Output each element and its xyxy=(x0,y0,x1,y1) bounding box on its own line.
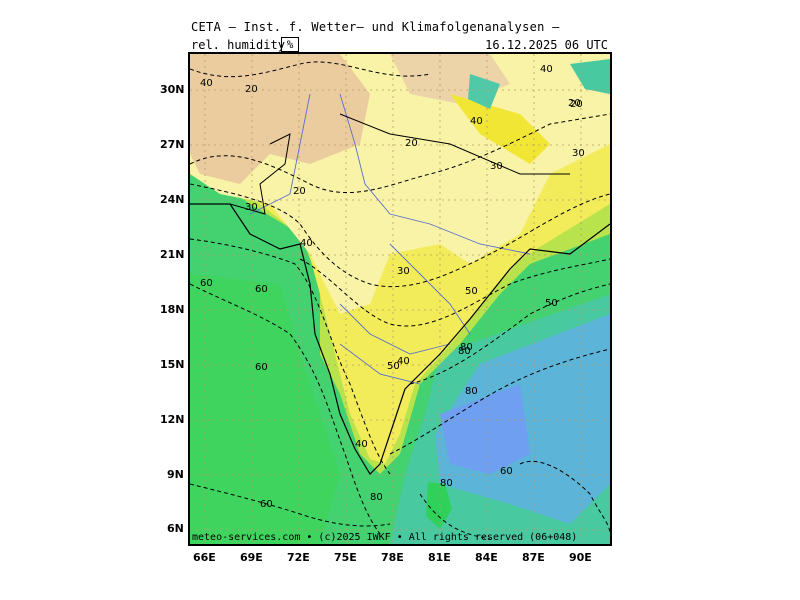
contour-label: 30 xyxy=(245,202,258,213)
sri-lanka xyxy=(426,482,452,529)
lon-label: 72E xyxy=(287,551,310,564)
contour-label: 30 xyxy=(572,148,585,159)
lat-label: 27N xyxy=(160,138,185,151)
footer-credit: meteo-services.com • (c)2025 IWKF • All … xyxy=(192,532,578,543)
unit-label: % xyxy=(281,37,299,52)
contour-label: 40 xyxy=(200,78,213,89)
lat-label: 15N xyxy=(160,358,185,371)
contour-label: 60 xyxy=(255,362,268,373)
contour-label: 40 xyxy=(470,116,483,127)
himalaya-teal-blob xyxy=(468,74,500,109)
northwest-dry-tan xyxy=(190,54,370,184)
contour-label: 60 xyxy=(260,499,273,510)
contour-label: 30 xyxy=(397,266,410,277)
coastline xyxy=(190,203,610,475)
contour-label: 20 xyxy=(405,138,418,149)
contour-label: 60 xyxy=(200,278,213,289)
himalaya-yellow xyxy=(450,94,550,164)
contour-label: 60 xyxy=(500,466,513,477)
map-frame: 40 20 20 20 30 20 40 30 50 30 50 60 50 4… xyxy=(188,52,612,546)
contour-label: 30 xyxy=(490,161,503,172)
rivers xyxy=(249,93,531,385)
lon-label: 81E xyxy=(428,551,451,564)
lat-label: 12N xyxy=(160,413,185,426)
lat-lon-grid xyxy=(190,54,610,544)
contour-label: 80 xyxy=(460,342,473,353)
lon-label: 87E xyxy=(522,551,545,564)
contour-label: 80 xyxy=(458,346,471,357)
humidity-map: 40 20 20 20 30 20 40 30 50 30 50 60 50 4… xyxy=(190,54,610,544)
contour-label: 40 xyxy=(540,64,553,75)
arabian-sea-green xyxy=(190,274,340,544)
contour-label: 80 xyxy=(440,478,453,489)
lon-label: 69E xyxy=(240,551,263,564)
lat-label: 18N xyxy=(160,303,185,316)
contour-label: 20 xyxy=(570,99,583,110)
contour-labels: 40 20 20 20 30 20 40 30 50 30 50 60 50 4… xyxy=(200,64,585,510)
header-title: CETA — Inst. f. Wetter— und Klimafolgena… xyxy=(191,20,560,34)
humidity-contours xyxy=(190,61,610,540)
contour-label: 80 xyxy=(465,386,478,397)
lat-label: 21N xyxy=(160,248,185,261)
lon-label: 78E xyxy=(381,551,404,564)
lat-label: 6N xyxy=(167,522,184,535)
lat-label: 9N xyxy=(167,468,184,481)
lat-label: 30N xyxy=(160,83,185,96)
contour-label: 50 xyxy=(545,298,558,309)
contour-label: 50 xyxy=(387,361,400,372)
lon-label: 84E xyxy=(475,551,498,564)
contour-label: 40 xyxy=(300,238,313,249)
valid-time: 16.12.2025 06 UTC xyxy=(485,38,608,52)
country-borders xyxy=(229,113,570,215)
bay-blue-core xyxy=(440,384,530,474)
lon-label: 66E xyxy=(193,551,216,564)
northeast-teal-blob xyxy=(570,59,610,94)
lon-label: 75E xyxy=(334,551,357,564)
contour-label: 40 xyxy=(397,356,410,367)
lat-label: 24N xyxy=(160,193,185,206)
contour-label: 80 xyxy=(370,492,383,503)
contour-label: 50 xyxy=(465,286,478,297)
contour-label: 20 xyxy=(568,98,581,109)
contour-label: 20 xyxy=(245,84,258,95)
contour-label: 40 xyxy=(355,439,368,450)
lon-label: 90E xyxy=(569,551,592,564)
contour-label: 60 xyxy=(255,284,268,295)
contour-label: 20 xyxy=(293,186,306,197)
variable-label: rel. humidity xyxy=(191,38,285,52)
